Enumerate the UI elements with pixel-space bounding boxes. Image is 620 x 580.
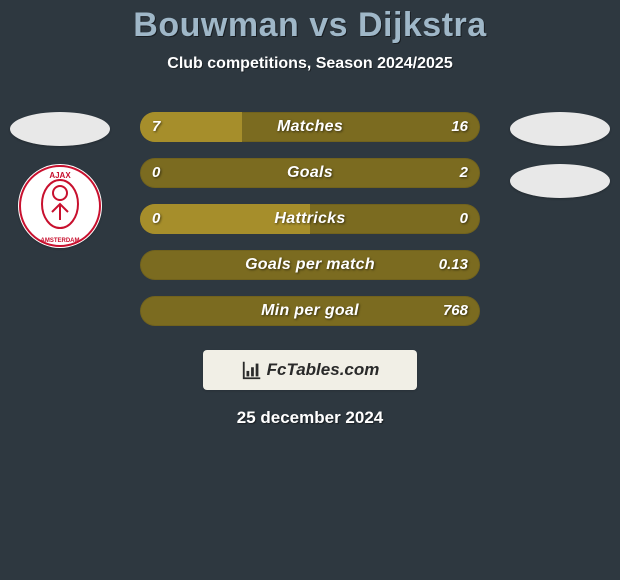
- bar-chart-icon: [241, 359, 263, 381]
- right-club-badge: [510, 164, 610, 198]
- stat-right-value: 2: [460, 158, 468, 188]
- date-text: 25 december 2024: [0, 408, 620, 428]
- stat-label: Hattricks: [140, 204, 480, 234]
- comparison-card: Bouwman vs Dijkstra Club competitions, S…: [0, 0, 620, 580]
- stat-right-value: 0.13: [439, 250, 468, 280]
- stat-row: 0Hattricks0: [140, 204, 480, 234]
- stat-label: Goals per match: [140, 250, 480, 280]
- source-attribution: FcTables.com: [203, 350, 417, 390]
- svg-text:AJAX: AJAX: [49, 171, 71, 180]
- stat-row: Goals per match0.13: [140, 250, 480, 280]
- stat-right-value: 0: [460, 204, 468, 234]
- stat-right-value: 768: [443, 296, 468, 326]
- stat-label: Goals: [140, 158, 480, 188]
- svg-text:AMSTERDAM: AMSTERDAM: [41, 238, 80, 244]
- left-player-column: AJAX AMSTERDAM: [10, 112, 110, 248]
- left-club-logo: AJAX AMSTERDAM: [18, 164, 102, 248]
- stat-right-value: 16: [451, 112, 468, 142]
- stat-row: Min per goal768: [140, 296, 480, 326]
- subtitle: Club competitions, Season 2024/2025: [0, 55, 620, 73]
- stat-row: 0Goals2: [140, 158, 480, 188]
- stat-label: Matches: [140, 112, 480, 142]
- stat-row: 7Matches16: [140, 112, 480, 142]
- brand-text: FcTables.com: [267, 360, 380, 380]
- stats-bars: 7Matches160Goals20Hattricks0Goals per ma…: [140, 112, 480, 342]
- page-title: Bouwman vs Dijkstra: [0, 0, 620, 45]
- stat-label: Min per goal: [140, 296, 480, 326]
- ajax-logo-icon: AJAX AMSTERDAM: [18, 164, 102, 248]
- right-country-badge: [510, 112, 610, 146]
- left-country-badge: [10, 112, 110, 146]
- right-player-column: [510, 112, 610, 216]
